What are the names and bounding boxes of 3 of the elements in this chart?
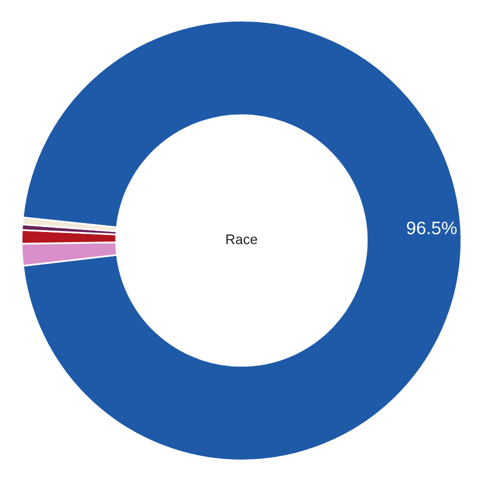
data-label: 96.5% [406,222,457,234]
text: Race [226,234,258,244]
donut-slice [22,20,462,462]
